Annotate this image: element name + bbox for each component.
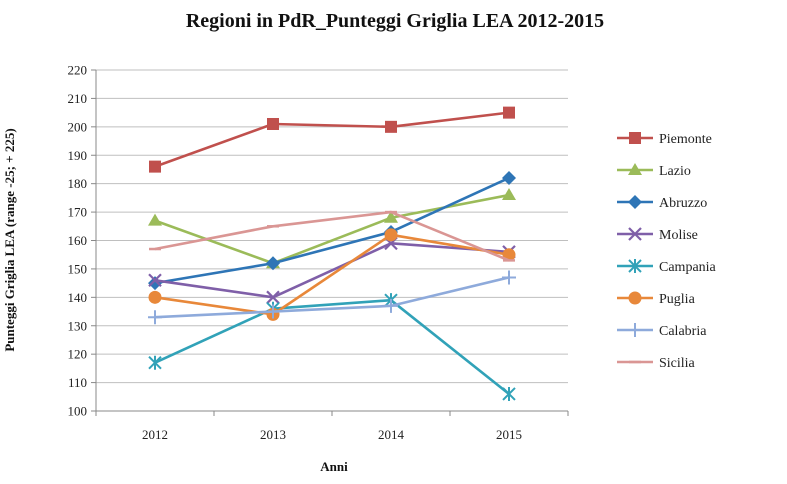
legend-label: Campania: [659, 260, 717, 275]
data-point-puglia: [148, 290, 162, 304]
data-point-lazio: [384, 210, 398, 223]
legend-label: Molise: [659, 228, 698, 243]
data-point-lazio: [148, 213, 162, 226]
legend-item-molise: Molise: [617, 227, 698, 243]
series-calabria: [148, 270, 516, 325]
data-point-molise: [266, 290, 280, 305]
series-line-molise: [154, 242, 510, 299]
series-piemonte: [149, 106, 515, 173]
data-point-molise: [148, 273, 162, 288]
chart-title: Regioni in PdR_Punteggi Griglia LEA 2012…: [186, 10, 604, 32]
x-tick-label: 2013: [260, 427, 286, 442]
legend-label: Lazio: [659, 164, 691, 179]
series-line-sicilia: [154, 210, 510, 262]
x-tick-label: 2015: [496, 427, 522, 442]
y-tick-label: 190: [68, 148, 88, 163]
data-point-puglia: [384, 228, 398, 242]
legend-item-piemonte: Piemonte: [617, 132, 712, 147]
data-point-abruzzo: [266, 256, 280, 271]
data-point-piemonte: [385, 120, 397, 133]
y-tick-label: 220: [68, 63, 88, 78]
legend-label: Abruzzo: [659, 196, 707, 211]
legend-label: Piemonte: [659, 132, 712, 147]
series-lines: [148, 106, 516, 401]
legend-label: Sicilia: [659, 356, 696, 371]
y-tick-label: 160: [68, 233, 88, 248]
y-tick-label: 140: [68, 290, 88, 305]
y-tick-label: 200: [68, 119, 88, 134]
y-tick-label: 150: [68, 261, 88, 276]
data-point-piemonte: [149, 160, 161, 173]
legend-item-lazio: Lazio: [617, 163, 691, 179]
series-line-piemonte: [154, 111, 510, 168]
x-tick-label: 2014: [378, 427, 405, 442]
data-point-calabria: [502, 270, 516, 285]
legend-item-abruzzo: Abruzzo: [617, 195, 707, 211]
data-point-abruzzo: [502, 170, 516, 185]
legend-marker-molise: [628, 227, 642, 241]
data-point-calabria: [266, 304, 280, 319]
series-abruzzo: [148, 170, 516, 291]
data-point-abruzzo: [148, 276, 162, 291]
legend-marker-campania: [628, 259, 642, 273]
y-tick-label: 170: [68, 205, 88, 220]
y-axis-label: Punteggi Griglia LEA (range -25; + 225): [2, 128, 17, 351]
data-point-piemonte: [267, 117, 279, 130]
series-line-lazio: [154, 193, 510, 265]
data-point-piemonte: [503, 106, 515, 119]
legend-item-sicilia: Sicilia: [617, 356, 696, 371]
data-point-lazio: [502, 188, 516, 201]
y-tick-label: 120: [68, 347, 88, 362]
y-tick-label: 180: [68, 176, 88, 191]
y-tick-label: 100: [68, 404, 88, 419]
y-tick-label: 110: [68, 375, 87, 390]
axes: [91, 69, 569, 416]
data-point-calabria: [384, 298, 398, 313]
data-point-campania: [502, 386, 516, 401]
legend-label: Calabria: [659, 324, 707, 339]
legend-marker-puglia: [628, 291, 642, 305]
series-line-calabria: [154, 276, 510, 319]
y-tick-labels: 100 110 120 130 140 150 160 170 180 190 200 210 220: [68, 63, 88, 419]
series-line-campania: [154, 298, 510, 395]
legend-marker-abruzzo: [628, 195, 642, 209]
legend-item-campania: Campania: [617, 259, 717, 275]
x-tick-labels: 2012 2013 2014 2015: [142, 427, 522, 442]
legend-marker-piemonte: [629, 132, 641, 144]
legend: Piemonte Lazio Abruzzo Molise Campania Puglia…: [617, 132, 717, 371]
gridlines: [96, 69, 568, 384]
y-tick-label: 210: [68, 91, 88, 106]
x-tick-label: 2012: [142, 427, 168, 442]
y-tick-label: 130: [68, 318, 88, 333]
legend-item-puglia: Puglia: [617, 291, 696, 307]
series-line-puglia: [154, 233, 510, 316]
data-point-campania: [148, 355, 162, 370]
legend-marker-lazio: [628, 163, 642, 175]
legend-label: Puglia: [659, 292, 696, 307]
legend-item-calabria: Calabria: [617, 323, 707, 339]
series-line-abruzzo: [154, 176, 510, 285]
series-sicilia: [149, 210, 515, 262]
series-molise: [148, 236, 516, 305]
legend-marker-calabria: [628, 323, 642, 337]
x-axis-label: Anni: [320, 459, 348, 474]
data-point-calabria: [148, 310, 162, 325]
